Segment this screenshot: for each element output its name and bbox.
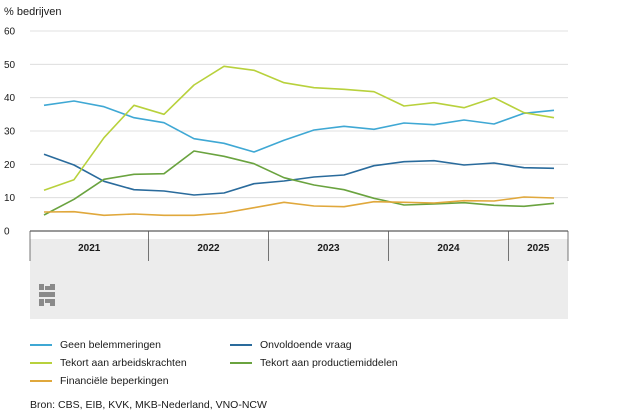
legend-label: Geen belemmeringen [60, 339, 161, 351]
legend-swatch [230, 344, 252, 346]
y-tick-label: 10 [4, 193, 16, 204]
legend-label: Tekort aan arbeidskrachten [60, 357, 187, 369]
y-tick-labels: 0 10 20 30 40 50 60 [4, 27, 16, 238]
x-tick-label-2023: 2023 [317, 243, 340, 254]
y-axis-label: % bedrijven [4, 6, 61, 18]
x-axis: 2021 2022 2023 2024 2025 [29, 231, 569, 261]
legend-label: Onvoldoende vraag [260, 339, 352, 351]
cbs-logo-icon [39, 284, 55, 306]
legend-swatch [30, 380, 52, 382]
gridlines [30, 30, 568, 232]
legend-swatch [30, 344, 52, 346]
source-note: Bron: CBS, EIB, KVK, MKB-Nederland, VNO-… [30, 399, 267, 411]
y-tick-label: 40 [4, 93, 16, 104]
y-tick-label: 30 [4, 127, 16, 138]
legend-item-tekort-arbeidskrachten: Tekort aan arbeidskrachten [30, 357, 187, 369]
series-line-tekort-aan-arbeidskrachten [43, 65, 555, 192]
legend-item-tekort-productiemiddelen: Tekort aan productiemiddelen [230, 357, 398, 369]
y-tick-label: 60 [4, 27, 16, 38]
series-line-tekort-aan-productiemiddelen [43, 150, 555, 216]
x-tick-label-2025: 2025 [527, 243, 550, 254]
legend-swatch [230, 362, 252, 364]
legend-item-financiele-beperkingen: Financiële beperkingen [30, 375, 169, 387]
x-tick-label-2022: 2022 [197, 243, 220, 254]
legend-swatch [30, 362, 52, 364]
x-tick-label-2024: 2024 [437, 243, 460, 254]
x-tick-label-2021: 2021 [78, 243, 101, 254]
legend-label: Financiële beperkingen [60, 375, 169, 387]
legend-item-geen-belemmeringen: Geen belemmeringen [30, 339, 161, 351]
series-lines [43, 65, 555, 217]
series-line-onvoldoende-vraag [43, 153, 555, 196]
y-tick-label: 0 [4, 227, 10, 238]
series-line-financi-le-beperkingen [43, 196, 555, 217]
legend-label: Tekort aan productiemiddelen [260, 357, 398, 369]
legend-item-onvoldoende-vraag: Onvoldoende vraag [230, 339, 352, 351]
logo-band [30, 239, 568, 319]
y-tick-label: 20 [4, 160, 16, 171]
y-tick-label: 50 [4, 60, 16, 71]
series-line-geen-belemmeringen [43, 100, 555, 153]
